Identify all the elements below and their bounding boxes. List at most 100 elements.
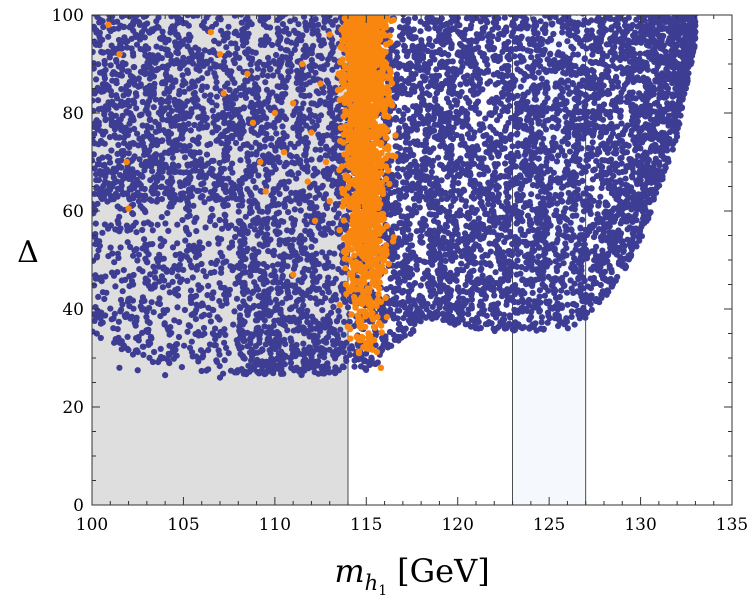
- data-point: [106, 134, 114, 141]
- data-point: [213, 79, 220, 86]
- data-point: [283, 295, 290, 302]
- data-point: [236, 187, 243, 194]
- data-point: [207, 318, 214, 325]
- data-point: [192, 316, 199, 323]
- data-point: [184, 69, 192, 76]
- data-point: [166, 289, 173, 296]
- data-point: [147, 271, 154, 278]
- data-point: [216, 7, 222, 13]
- data-point: [236, 65, 243, 72]
- data-point: [481, 69, 488, 76]
- data-point: [303, 165, 310, 172]
- data-point: [692, 8, 698, 14]
- data-point: [333, 15, 337, 16]
- data-point: [132, 322, 139, 329]
- data-point: [591, 15, 595, 16]
- data-point: [584, 163, 592, 170]
- data-point: [316, 156, 323, 163]
- data-point: [409, 326, 417, 334]
- data-point: [560, 283, 568, 290]
- data-point: [395, 173, 402, 180]
- data-point: [559, 88, 566, 95]
- data-point: [445, 217, 453, 224]
- data-point: [475, 215, 482, 222]
- data-point: [300, 15, 308, 20]
- data-point: [366, 15, 371, 16]
- data-point: [264, 72, 271, 79]
- data-point: [394, 165, 401, 172]
- data-point: [92, 97, 96, 104]
- data-point: [129, 211, 137, 218]
- data-point: [319, 249, 326, 256]
- data-point: [317, 214, 324, 221]
- data-point: [190, 310, 197, 317]
- data-point: [207, 140, 214, 148]
- data-point: [304, 318, 311, 326]
- data-point: [181, 154, 189, 161]
- data-point: [139, 306, 146, 313]
- data-point: [550, 134, 557, 141]
- data-point: [152, 96, 159, 103]
- data-point: [205, 282, 212, 289]
- data-point: [92, 131, 98, 138]
- data-point: [584, 27, 591, 34]
- data-point: [568, 308, 576, 315]
- data-point: [141, 207, 148, 214]
- data-point: [157, 243, 164, 250]
- data-point: [398, 220, 405, 227]
- data-point: [118, 157, 125, 164]
- data-point: [203, 83, 210, 90]
- data-point: [178, 131, 185, 138]
- data-point: [117, 244, 124, 251]
- data-point: [491, 292, 498, 299]
- data-point: [482, 115, 489, 122]
- data-point: [587, 121, 594, 128]
- data-point: [198, 367, 205, 375]
- data-point: [542, 126, 550, 133]
- data-point: [273, 51, 280, 59]
- data-point: [95, 97, 102, 104]
- data-point: [530, 16, 537, 23]
- data-point: [588, 27, 595, 34]
- data-point: [139, 268, 146, 275]
- data-point: [308, 243, 315, 250]
- data-point: [564, 325, 572, 332]
- data-point: [264, 231, 271, 238]
- data-point: [272, 8, 278, 14]
- data-point: [280, 130, 287, 137]
- data-point: [164, 210, 171, 217]
- data-point: [300, 340, 307, 347]
- data-point: [426, 211, 433, 218]
- data-point: [260, 260, 267, 268]
- data-point: [180, 77, 187, 84]
- data-point: [219, 253, 226, 260]
- data-point: [185, 322, 192, 329]
- data-point: [325, 289, 332, 296]
- data-point: [160, 354, 167, 362]
- data-point: [321, 282, 328, 289]
- data-point: [241, 263, 248, 270]
- data-point: [227, 367, 235, 374]
- data-point: [134, 130, 141, 137]
- data-point: [187, 287, 195, 294]
- data-point: [417, 28, 424, 35]
- data-point: [478, 260, 485, 267]
- data-point: [458, 8, 464, 14]
- data-point: [568, 43, 575, 50]
- data-point: [327, 51, 334, 58]
- data-point: [589, 176, 597, 183]
- data-point: [582, 168, 589, 175]
- data-point: [514, 257, 521, 264]
- data-point: [572, 246, 579, 253]
- data-point: [292, 29, 299, 36]
- data-point: [272, 166, 279, 173]
- data-point: [636, 50, 644, 58]
- data-point: [430, 217, 438, 224]
- data-point: [209, 107, 216, 114]
- data-point: [477, 246, 484, 253]
- data-point: [692, 8, 698, 14]
- data-point: [130, 271, 137, 279]
- data-point: [184, 277, 191, 284]
- data-point: [329, 43, 336, 50]
